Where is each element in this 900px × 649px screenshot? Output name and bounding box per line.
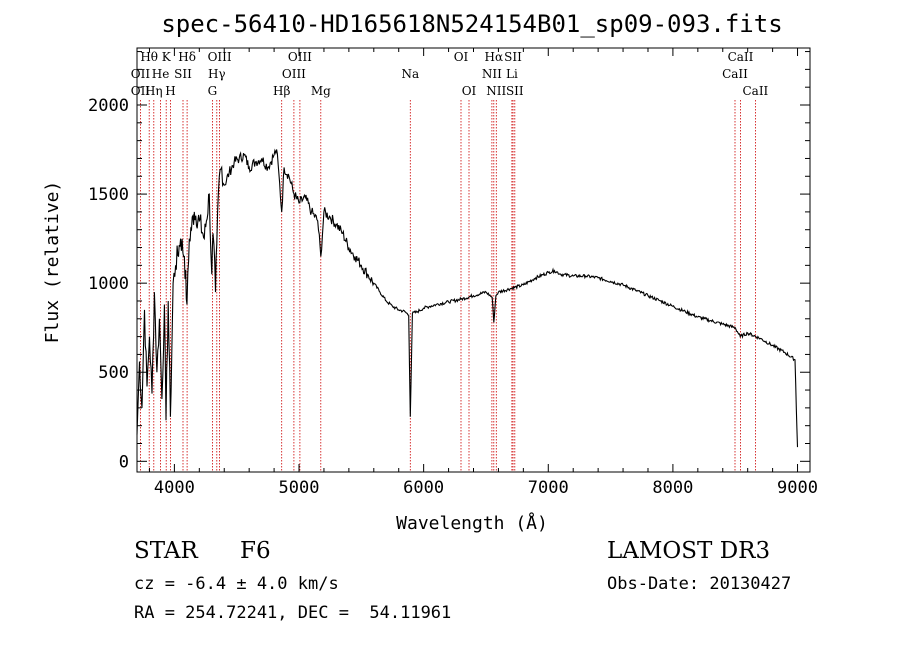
line-label-3727: OII [131, 67, 151, 81]
line-label-4959: OIII [282, 67, 306, 81]
line-label-4363: OIII [208, 50, 232, 64]
survey-name: LAMOST DR3 [607, 538, 771, 564]
y-tick-label-500: 500 [98, 363, 129, 383]
line-label-8542: CaII [728, 50, 754, 64]
line-label-6548: NII [482, 67, 502, 81]
x-axis-label: Wavelength (Å) [396, 512, 548, 534]
y-tick-label-2000: 2000 [88, 96, 129, 116]
line-label-6364: OI [462, 84, 477, 98]
line-label-4069: SII [174, 67, 192, 81]
x-axis-ticks: 4000 5000 6000 7000 8000 9000 [148, 48, 818, 498]
chart-title: spec-56410-HD165618N524154B01_sp09-093.f… [161, 10, 782, 38]
line-label-6717: SII [504, 50, 522, 64]
y-axis-label: Flux (relative) [42, 181, 63, 344]
line-label-5007: OIII [288, 50, 312, 64]
x-tick-label-6000: 6000 [403, 478, 444, 498]
line-label-6300: OI [454, 50, 469, 64]
line-label-5175: Mg [311, 84, 331, 98]
line-label-6563: Hα [485, 50, 504, 64]
x-tick-label-8000: 8000 [652, 478, 693, 498]
spectrum-line [136, 148, 799, 448]
line-label-4340: Hγ [208, 67, 226, 81]
object-class: STAR [134, 538, 198, 564]
x-tick-label-4000: 4000 [154, 478, 195, 498]
line-label-6583: NII [486, 84, 506, 98]
line-label-3727: OII [131, 84, 151, 98]
plot-frame [136, 47, 811, 473]
line-label-3798: Hθ [140, 50, 158, 64]
line-label-8498: CaII [722, 67, 748, 81]
coordinates-text: RA = 254.72241, DEC = 54.11961 [134, 603, 452, 623]
obs-date-text: Obs-Date: 20130427 [607, 574, 792, 594]
y-tick-label-0: 0 [119, 452, 129, 472]
y-tick-label-1000: 1000 [88, 274, 129, 294]
x-tick-label-7000: 7000 [528, 478, 569, 498]
line-label-3889: He [152, 67, 170, 81]
redshift-text: cz = -6.4 ± 4.0 km/s [134, 574, 339, 594]
y-tick-label-1500: 1500 [88, 185, 129, 205]
line-label-6731: SII [506, 84, 524, 98]
x-tick-label-5000: 5000 [279, 478, 320, 498]
line-markers [139, 100, 756, 472]
line-label-3934: K [162, 50, 172, 64]
line-label-8662: CaII [742, 84, 768, 98]
line-label-4305: G [208, 84, 218, 98]
x-tick-label-9000: 9000 [777, 478, 818, 498]
line-label-6708: Li [506, 67, 518, 81]
line-label-3835: Hη [145, 84, 163, 98]
line-label-5893: Na [401, 67, 419, 81]
line-label-4102: Hδ [178, 50, 196, 64]
line-label-4861: Hβ [273, 84, 290, 98]
y-axis-ticks: 0 500 1000 1500 2000 [88, 51, 810, 472]
line-label-3969: H [165, 84, 175, 98]
object-subclass: F6 [240, 538, 271, 564]
